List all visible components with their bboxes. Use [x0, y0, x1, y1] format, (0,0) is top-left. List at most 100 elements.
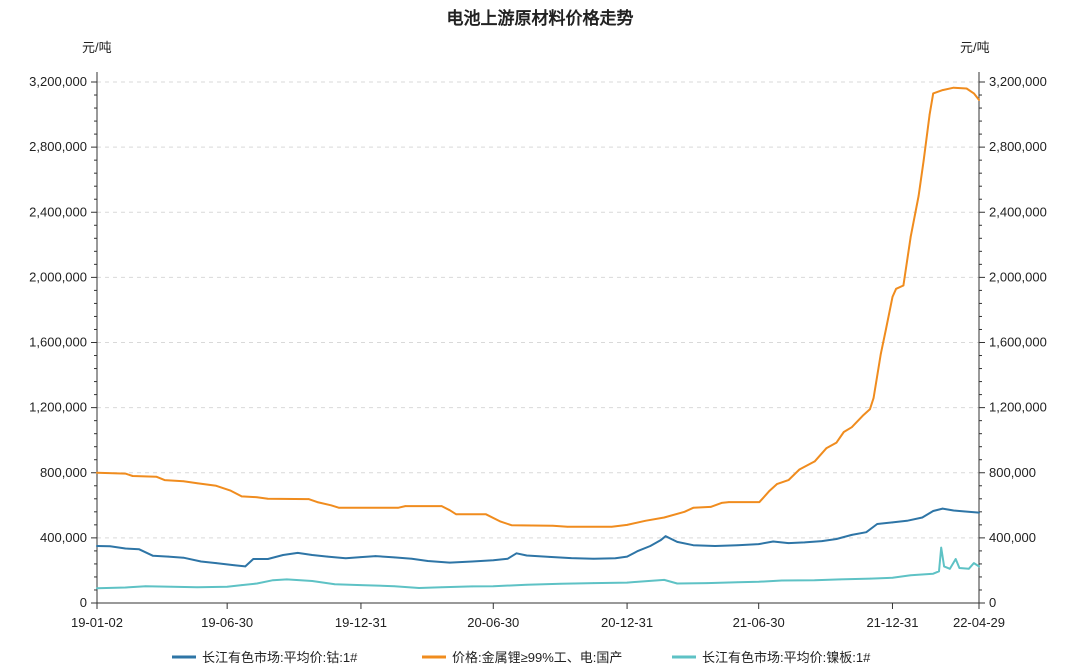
data-point: [560, 583, 562, 585]
series-0: [96, 507, 980, 568]
data-point: [644, 520, 647, 522]
data-point: [552, 524, 554, 527]
data-point: [965, 87, 968, 90]
data-point: [507, 557, 509, 560]
data-point: [215, 485, 217, 487]
data-point: [286, 578, 288, 581]
x-tick-label: 19-06-30: [201, 615, 253, 630]
y-tick-label-left: 0: [80, 595, 87, 610]
data-point: [978, 511, 980, 514]
data-point: [943, 565, 945, 568]
y-tick-label-left: 2,400,000: [29, 204, 87, 219]
data-point: [307, 498, 310, 500]
data-point: [839, 578, 841, 581]
data-point: [728, 501, 730, 503]
data-point: [692, 544, 694, 546]
data-point: [171, 585, 173, 588]
data-point: [592, 557, 595, 560]
data-point: [720, 502, 723, 504]
data-point: [865, 531, 868, 533]
y-tick-label-right: 3,200,000: [989, 74, 1047, 89]
data-point: [659, 539, 662, 542]
chart-title: 电池上游原材料价格走势: [447, 8, 634, 28]
data-point: [954, 558, 957, 560]
data-point: [880, 353, 882, 355]
data-point: [96, 472, 98, 474]
data-point: [448, 561, 451, 564]
data-point: [455, 513, 458, 516]
data-point: [869, 577, 872, 580]
data-point: [326, 555, 329, 558]
data-point: [798, 468, 801, 471]
data-point: [471, 585, 474, 588]
y-tick-label-right: 0: [989, 595, 996, 610]
data-point: [525, 554, 528, 557]
data-point: [885, 328, 887, 331]
data-point: [592, 582, 595, 584]
data-point: [895, 288, 897, 290]
data-point: [663, 516, 665, 519]
data-point: [626, 581, 628, 584]
y-tick-label-right: 800,000: [989, 465, 1036, 480]
data-point: [411, 557, 413, 560]
data-point: [664, 535, 667, 537]
data-point: [891, 296, 894, 298]
data-point: [803, 541, 806, 544]
data-point: [196, 586, 199, 588]
y-tick-label-left: 2,000,000: [29, 269, 87, 284]
data-point: [182, 480, 185, 483]
data-point: [471, 560, 474, 563]
data-point: [215, 562, 217, 564]
data-point: [921, 516, 924, 519]
y-tick-label-right: 1,200,000: [989, 400, 1047, 415]
data-point: [163, 479, 166, 481]
data-point: [404, 505, 407, 507]
data-point: [182, 556, 185, 559]
data-point: [978, 99, 980, 101]
data-point: [316, 501, 319, 503]
data-point: [124, 547, 127, 550]
data-point: [932, 572, 934, 575]
data-point: [109, 545, 111, 548]
data-point: [676, 582, 678, 585]
data-point: [772, 540, 774, 543]
data-point: [917, 195, 920, 197]
data-point: [230, 489, 232, 492]
data-point: [393, 556, 396, 559]
data-point: [492, 585, 495, 587]
data-point: [958, 567, 961, 569]
legend: 长江有色市场:平均价:钴:1# 价格:金属锂≥99%工、电:国产 长江有色市场:平均…: [172, 650, 871, 665]
data-point: [757, 543, 760, 545]
data-point: [492, 559, 495, 562]
data-point: [706, 582, 708, 584]
data-point: [485, 513, 487, 516]
data-point: [252, 558, 255, 560]
data-point: [835, 441, 838, 444]
data-point: [787, 542, 790, 544]
data-point: [515, 552, 518, 555]
data-point: [843, 431, 845, 433]
y-tick-label-left: 1,600,000: [29, 335, 87, 350]
y-tick-label-right: 2,800,000: [989, 139, 1047, 154]
data-point: [902, 284, 905, 287]
data-point: [891, 577, 894, 579]
y-tick-label-left: 3,200,000: [29, 74, 87, 89]
data-point: [570, 557, 572, 559]
data-point: [196, 482, 199, 485]
data-point: [869, 408, 871, 411]
data-point: [952, 509, 955, 512]
data-point: [418, 587, 420, 589]
data-point: [344, 557, 347, 559]
data-point: [692, 507, 694, 509]
x-tick-label: 20-12-31: [601, 615, 653, 630]
y-tick-label-right: 400,000: [989, 530, 1036, 545]
data-point: [676, 541, 678, 543]
data-point: [427, 560, 429, 562]
grid-layer: [97, 81, 979, 539]
data-point: [282, 554, 284, 556]
data-point: [978, 565, 980, 568]
data-point: [835, 538, 838, 540]
data-point: [938, 570, 940, 573]
